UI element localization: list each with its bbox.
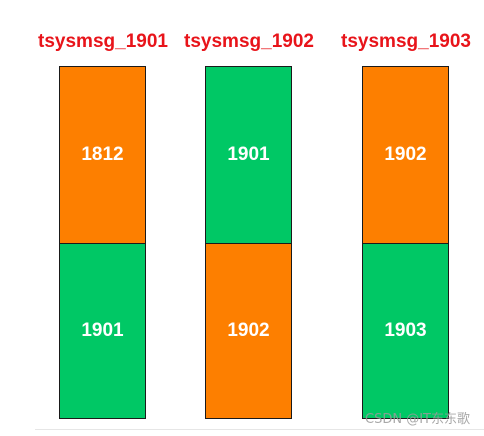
partition-column-1901: tsysmsg_1901 1812 1901 [38, 0, 168, 436]
top-partition-cell: 1902 [362, 66, 449, 244]
watermark: CSDN @IT东东歌 [365, 412, 470, 427]
partition-column-1903: tsysmsg_1903 1902 1903 [341, 0, 471, 436]
cell-value: 1902 [384, 144, 427, 165]
partition-column-1902: tsysmsg_1902 1901 1902 [184, 0, 314, 436]
bottom-partition-cell: 1903 [362, 243, 449, 419]
divider [35, 429, 484, 430]
cell-value: 1901 [227, 144, 270, 165]
top-partition-cell: 1901 [205, 66, 292, 244]
cell-value: 1902 [227, 320, 270, 341]
column-title: tsysmsg_1901 [38, 31, 168, 52]
column-title: tsysmsg_1902 [184, 31, 314, 52]
cell-value: 1812 [81, 144, 124, 165]
column-title: tsysmsg_1903 [341, 31, 471, 52]
cell-value: 1901 [81, 320, 124, 341]
bottom-partition-cell: 1901 [59, 243, 146, 419]
cell-value: 1903 [384, 320, 427, 341]
top-partition-cell: 1812 [59, 66, 146, 244]
bottom-partition-cell: 1902 [205, 243, 292, 419]
